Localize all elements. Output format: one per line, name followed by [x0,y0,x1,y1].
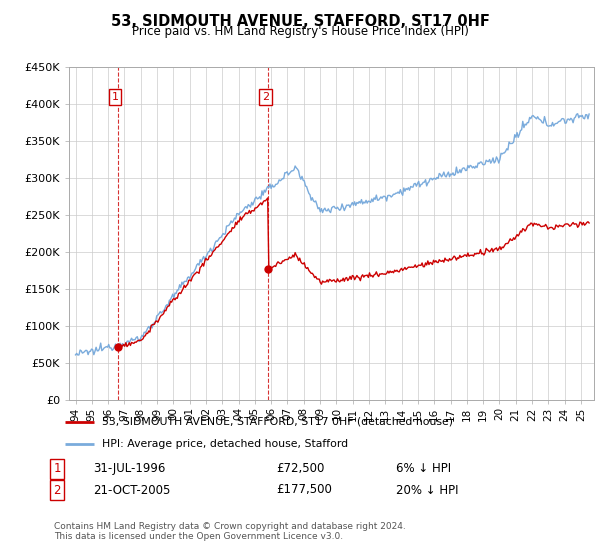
Text: 53, SIDMOUTH AVENUE, STAFFORD, ST17 0HF (detached house): 53, SIDMOUTH AVENUE, STAFFORD, ST17 0HF … [101,417,452,427]
Text: 20% ↓ HPI: 20% ↓ HPI [396,483,458,497]
Text: 53, SIDMOUTH AVENUE, STAFFORD, ST17 0HF: 53, SIDMOUTH AVENUE, STAFFORD, ST17 0HF [110,14,490,29]
Text: 2: 2 [53,483,61,497]
Text: 2: 2 [262,92,269,102]
Text: 31-JUL-1996: 31-JUL-1996 [93,462,166,475]
Text: 21-OCT-2005: 21-OCT-2005 [93,483,170,497]
Text: £72,500: £72,500 [276,462,325,475]
Text: £177,500: £177,500 [276,483,332,497]
Text: HPI: Average price, detached house, Stafford: HPI: Average price, detached house, Staf… [101,438,347,449]
Text: Contains HM Land Registry data © Crown copyright and database right 2024.
This d: Contains HM Land Registry data © Crown c… [54,522,406,542]
Text: 6% ↓ HPI: 6% ↓ HPI [396,462,451,475]
Text: 1: 1 [53,462,61,475]
Text: Price paid vs. HM Land Registry's House Price Index (HPI): Price paid vs. HM Land Registry's House … [131,25,469,38]
Text: 1: 1 [112,92,119,102]
